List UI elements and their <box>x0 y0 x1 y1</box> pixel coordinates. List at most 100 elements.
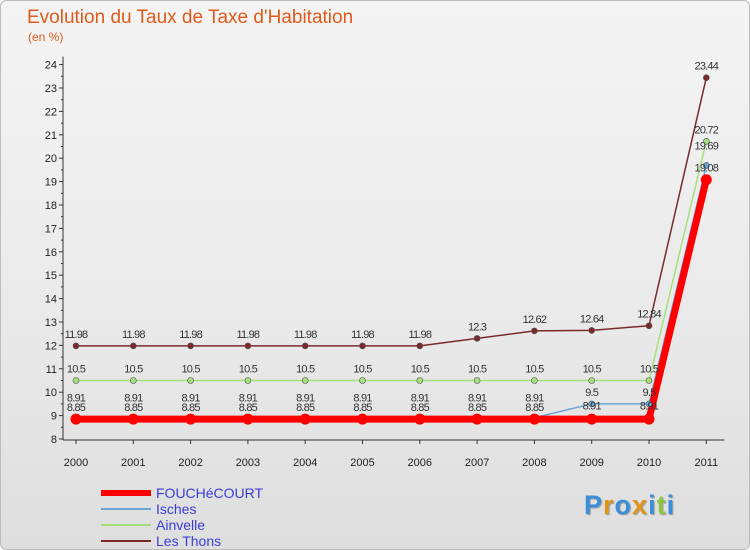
data-point <box>187 342 194 350</box>
logo-letter: o <box>614 490 633 520</box>
data-point <box>702 74 710 82</box>
data-label: 19.08 <box>695 163 719 175</box>
y-tick-label: 21 <box>45 130 57 142</box>
data-label: 10.5 <box>583 364 602 376</box>
data-point <box>70 413 82 425</box>
data-point <box>586 413 598 425</box>
data-label: 11.98 <box>351 329 374 341</box>
logo-letter: i <box>666 490 676 520</box>
data-label: 10.5 <box>411 364 430 376</box>
y-tick-label: 8 <box>51 434 57 446</box>
data-label: 8.91 <box>67 393 86 405</box>
data-point <box>130 377 137 384</box>
data-point <box>416 342 424 350</box>
data-point <box>645 377 653 384</box>
x-tick-label: 2008 <box>522 457 546 469</box>
legend-item-ainvelle: Ainvelle <box>101 517 361 533</box>
legend-label: Les Thons <box>156 533 222 549</box>
chart-title: Evolution du Taux de Taxe d'Habitation <box>27 7 354 28</box>
data-labels: 11.98 11.98 11.98 11.98 11.98 11.98 11.98 12.3 1… <box>65 61 720 414</box>
data-point <box>244 377 252 384</box>
data-label: 9.5 <box>643 387 657 399</box>
data-label: 8.85 <box>239 402 258 414</box>
legend: FOUCHéCOURT Isches Ainvelle Les Thons <box>101 485 361 549</box>
y-tick-label: 22 <box>45 106 57 118</box>
data-point <box>185 413 197 425</box>
data-point <box>127 413 139 425</box>
x-tick-label: 2009 <box>579 457 603 469</box>
data-label: 11.98 <box>237 329 260 341</box>
legend-item-isches: Isches <box>101 501 361 517</box>
data-point <box>588 377 596 384</box>
y-tick-label: 10 <box>45 387 57 399</box>
y-tick-label: 15 <box>45 270 57 282</box>
data-label: 10.5 <box>468 364 487 376</box>
logo-letter: x <box>632 490 649 520</box>
series-lines <box>76 77 710 423</box>
data-label: 8.85 <box>67 402 86 414</box>
data-point <box>359 342 366 350</box>
data-label: 8.91 <box>181 393 200 405</box>
data-label: 8.91 <box>411 393 430 405</box>
data-point <box>473 335 481 342</box>
data-label: 8.91 <box>239 393 258 405</box>
data-point <box>700 174 712 186</box>
data-label: 8.85 <box>411 402 430 414</box>
data-label: 8.91 <box>583 401 602 413</box>
data-label: 10.5 <box>239 364 258 376</box>
data-label: 8.85 <box>124 402 143 414</box>
data-point <box>244 342 252 350</box>
data-point <box>414 413 426 425</box>
x-tick-label: 2010 <box>637 457 661 469</box>
data-label: 11.98 <box>65 329 88 341</box>
y-tick-label: 11 <box>46 364 57 376</box>
data-point <box>702 138 710 145</box>
data-label: 10.5 <box>353 364 372 376</box>
data-point <box>357 413 368 425</box>
series-points <box>70 74 712 425</box>
data-point <box>301 342 309 350</box>
data-label: 11.98 <box>294 329 317 341</box>
data-label: 12.3 <box>468 321 487 333</box>
data-point <box>242 413 254 425</box>
data-label: 10.5 <box>525 364 544 376</box>
x-tick-label: 2002 <box>178 457 202 469</box>
data-point <box>531 377 538 384</box>
series-line <box>76 77 708 347</box>
data-point <box>130 342 137 350</box>
data-label: 9.5 <box>585 387 599 399</box>
data-label: 11.98 <box>122 329 145 341</box>
y-tick-label: 17 <box>45 223 57 235</box>
legend-label: FOUCHéCOURT <box>156 485 264 501</box>
series-line <box>76 141 708 382</box>
data-label: 10.5 <box>124 364 143 376</box>
x-tick-label: 2004 <box>293 457 317 469</box>
logo-letter: t <box>656 490 667 520</box>
data-point <box>359 377 366 384</box>
data-label: 10.5 <box>296 364 315 376</box>
x-tick-label: 2001 <box>121 457 145 469</box>
data-point <box>299 413 311 425</box>
y-tick-label: 23 <box>45 83 57 95</box>
legend-swatch <box>101 490 151 496</box>
data-label: 12.64 <box>580 313 604 325</box>
data-label: 8.91 <box>124 393 143 405</box>
chart-unit: (en %) <box>28 30 64 44</box>
x-tick-label: 2006 <box>408 457 432 469</box>
series-line <box>76 178 710 423</box>
data-point <box>471 413 483 425</box>
data-label: 8.85 <box>181 402 200 414</box>
data-point <box>528 413 540 425</box>
y-tick-label: 16 <box>45 247 57 259</box>
data-label: 11.98 <box>179 329 202 341</box>
legend-swatch <box>101 508 151 510</box>
data-point <box>72 377 80 384</box>
data-point <box>416 377 424 384</box>
data-label: 8.85 <box>353 402 372 414</box>
proxiti-logo: Proxiti <box>584 490 675 521</box>
legend-item-les-thons: Les Thons <box>101 533 361 549</box>
data-point <box>702 162 710 169</box>
data-point <box>643 413 655 425</box>
